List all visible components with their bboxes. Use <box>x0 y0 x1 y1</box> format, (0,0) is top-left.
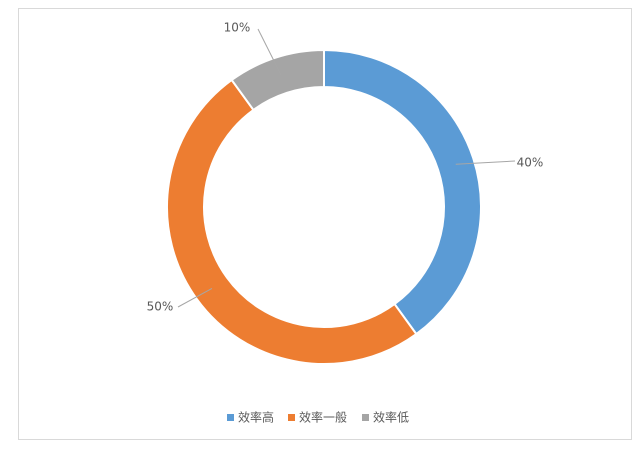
leader-line <box>257 28 282 76</box>
donut-slice <box>230 48 325 112</box>
leader-line <box>455 160 516 165</box>
legend-label: 效率低 <box>373 410 409 425</box>
legend-swatch <box>227 414 234 421</box>
donut-slice <box>166 78 418 365</box>
data-label: 40% <box>517 156 544 170</box>
legend-label: 效率高 <box>238 410 274 425</box>
legend-swatch <box>362 414 369 421</box>
legend-swatch <box>288 414 295 421</box>
legend-label: 效率一般 <box>299 410 347 425</box>
data-label: 50% <box>147 300 174 314</box>
leader-line <box>177 287 213 308</box>
data-label: 10% <box>224 21 251 35</box>
